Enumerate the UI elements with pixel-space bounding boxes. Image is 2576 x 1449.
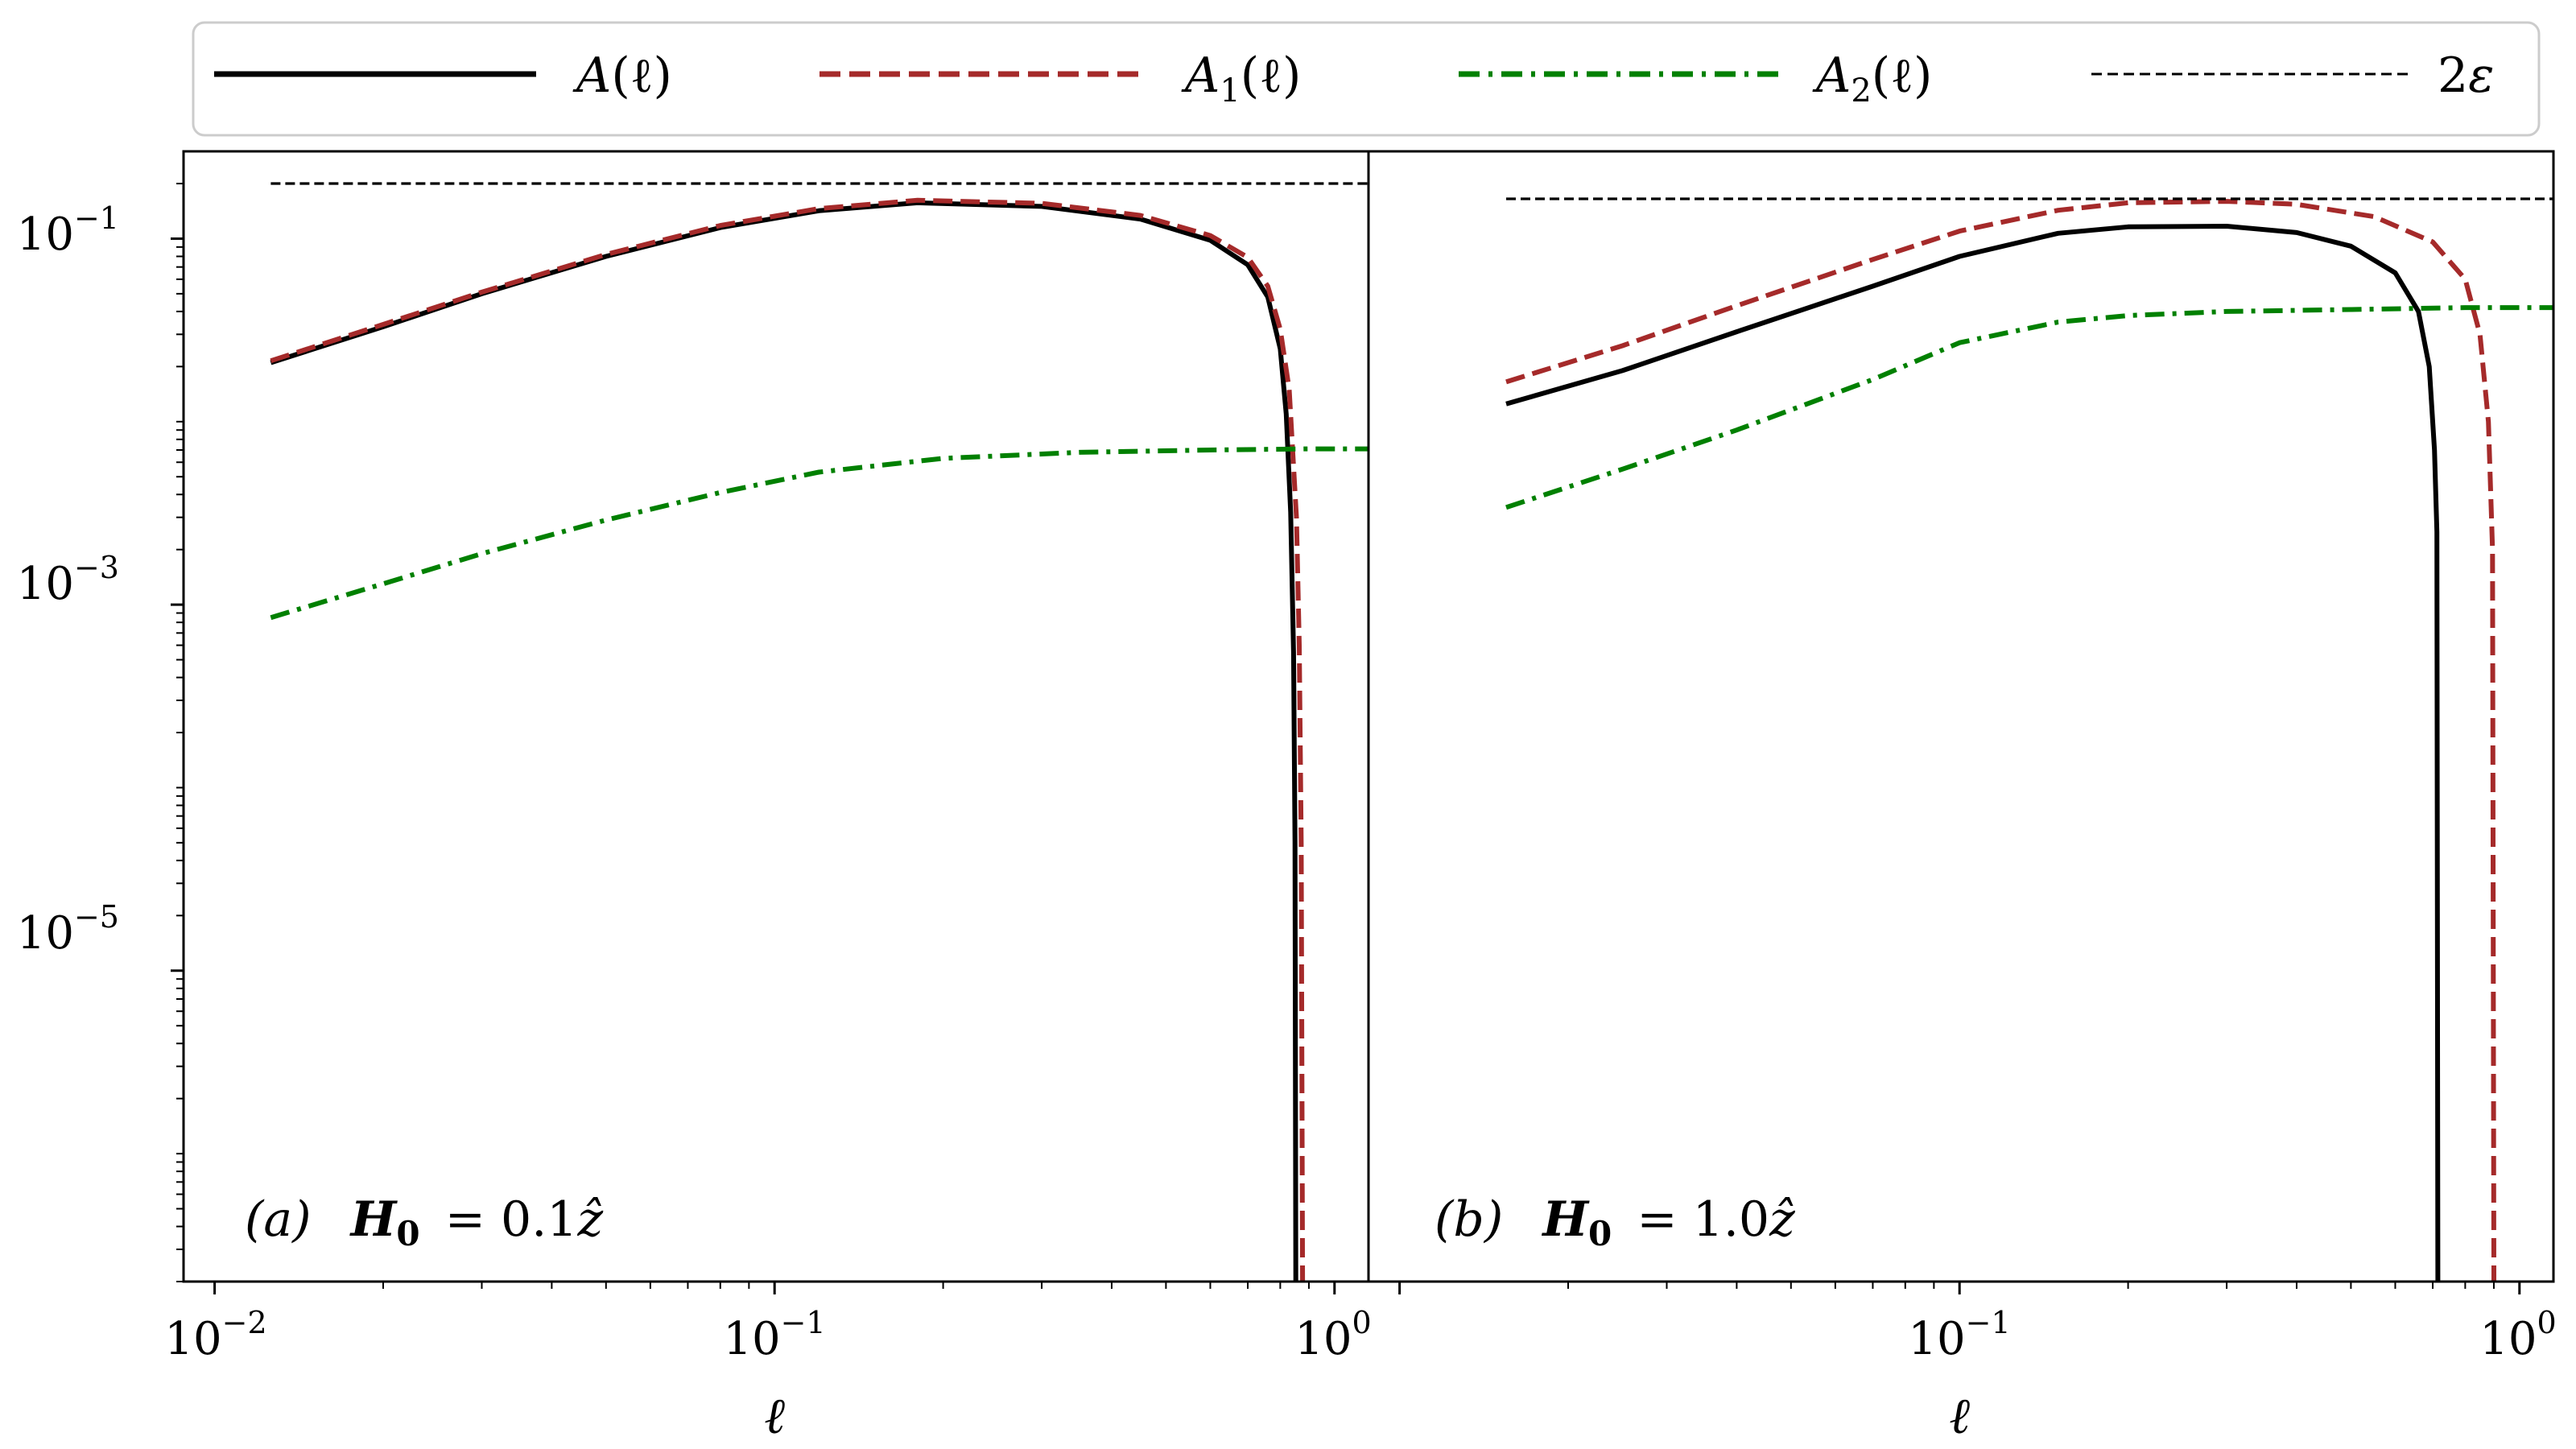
series-A1-line: [1505, 199, 2496, 1282]
x-tick-label-1e-1: 10−1: [723, 1305, 825, 1365]
legend-label-A: A(ℓ): [572, 47, 672, 104]
y-tick-labels: 10−1 10−3 10−5: [17, 200, 119, 960]
x-axis-label: ℓ: [1949, 1386, 1970, 1445]
y-tick-label-1e-3: 10−3: [17, 550, 119, 610]
panel-b: 10−1 100 ℓ (b) H0 = 1.0ẑ: [1367, 150, 2557, 1445]
x-tick-labels: 10−1 100: [1908, 1305, 2556, 1365]
x-tick-labels: 10−2 10−1 100: [164, 1305, 1371, 1365]
panel-a-annotation: (a) H0 = 0.1ẑ: [245, 1191, 603, 1257]
x-tick-label-1e-1: 10−1: [1908, 1305, 2010, 1365]
y-tick-label-1e-5: 10−5: [17, 899, 119, 960]
x-tick-label-1e0: 100: [2479, 1305, 2556, 1365]
panel-a: 10−1 10−3 10−5 10−2 10−1 100 ℓ (a) H0 = …: [17, 150, 1372, 1445]
legend-label-2eps: 2ε: [2438, 47, 2494, 104]
legend: A(ℓ) A1(ℓ) A2(ℓ) 2ε: [192, 21, 2541, 137]
series-A2-line: [270, 446, 1368, 621]
y-tick-label-1e-1: 10−1: [17, 200, 119, 261]
x-tick-label-1e0: 100: [1294, 1305, 1371, 1365]
panel-b-annotation: (b) H0 = 1.0ẑ: [1435, 1191, 1795, 1257]
legend-label-A1: A1(ℓ): [1181, 47, 1301, 109]
legend-label-A2: A2(ℓ): [1812, 47, 1932, 109]
legend-frame: [192, 21, 2541, 137]
series-A-line: [1505, 224, 2441, 1282]
series-A-line: [270, 200, 1298, 1282]
x-axis-label: ℓ: [764, 1386, 785, 1445]
series-A2-line: [1505, 305, 2553, 510]
series-A1-line: [270, 197, 1306, 1282]
panel-b-frame: [1367, 150, 2555, 1283]
panel-a-frame: [182, 150, 1370, 1283]
x-tick-label-1e-2: 10−2: [164, 1305, 266, 1365]
